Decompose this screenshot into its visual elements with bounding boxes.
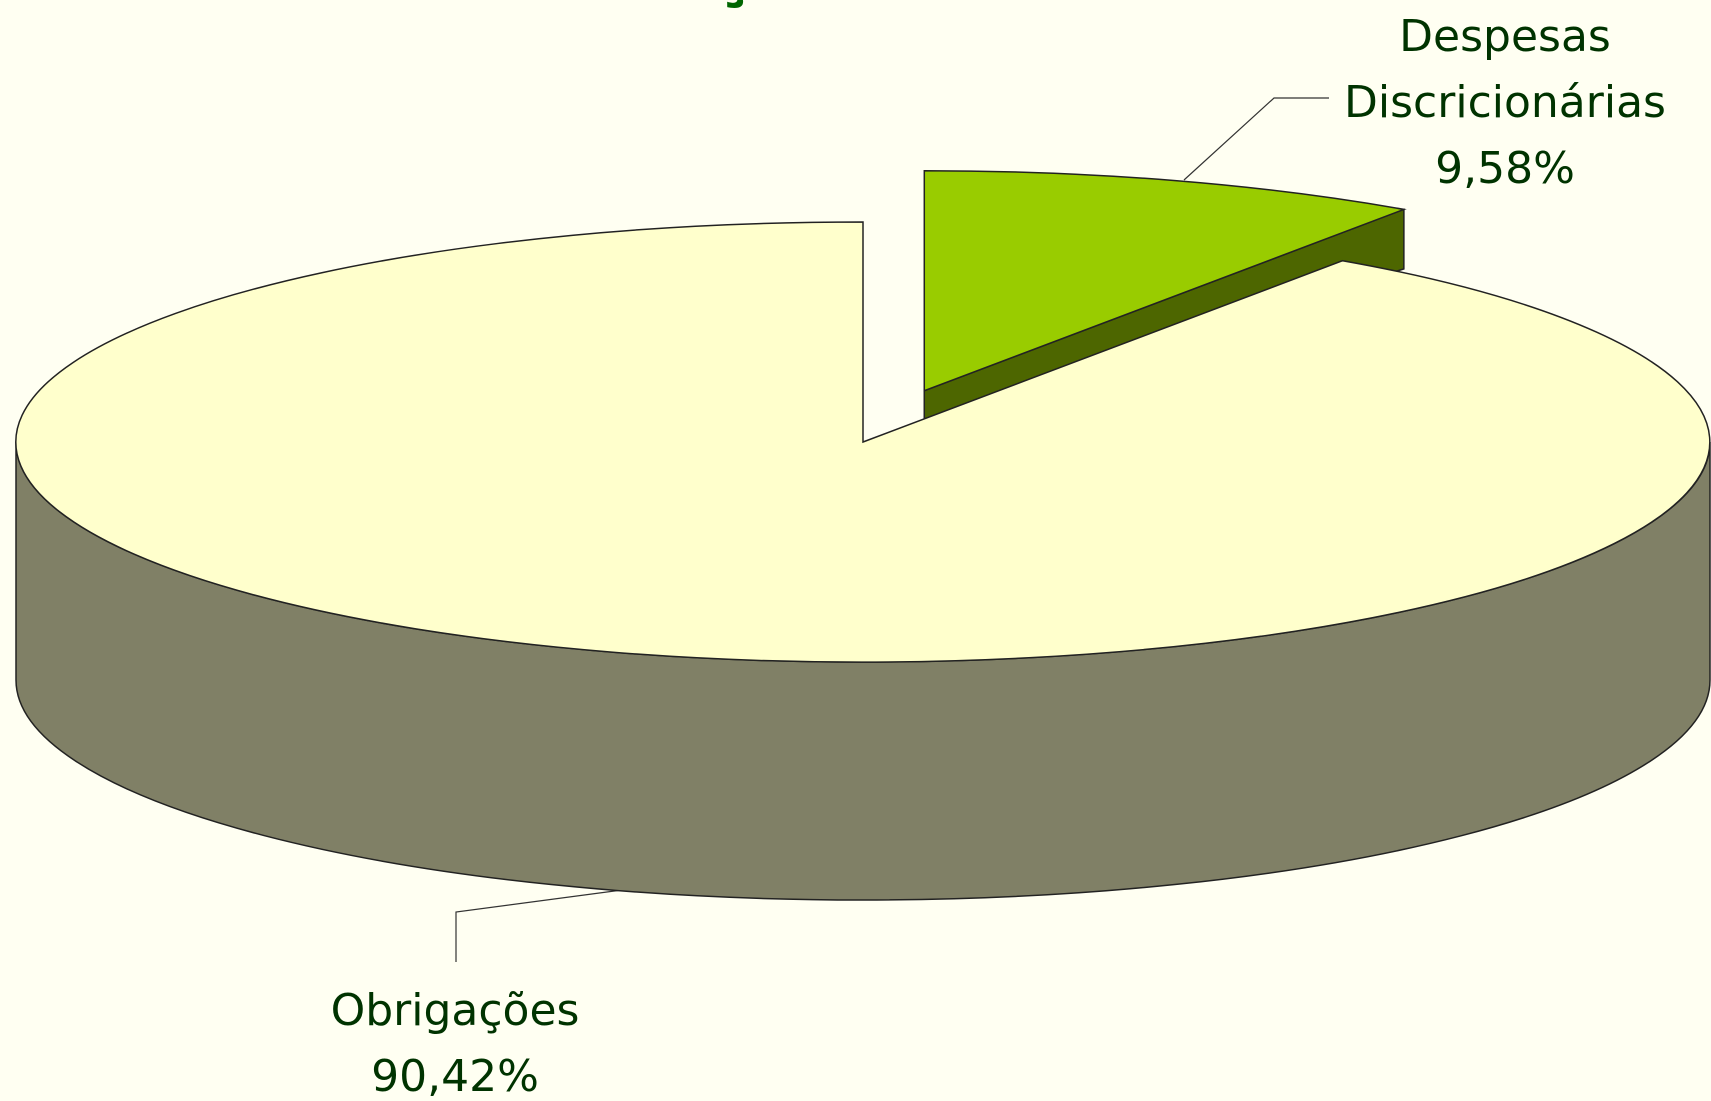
value-label: 9,58% (1435, 143, 1575, 194)
category-label: Obrigações (330, 985, 580, 1036)
pie (15, 169, 1711, 901)
slice (923, 169, 1407, 392)
slice-label: Despesas Discricionárias 9,58% (1320, 4, 1690, 202)
value-label: 90,42% (371, 1051, 539, 1101)
chart-title: Visão Geral Orçamento 2007 – Gráfico (128, 0, 1662, 11)
category-label: Despesas Discricionárias (1344, 11, 1666, 128)
leader-line (1183, 97, 1329, 181)
leader-line (455, 889, 623, 962)
slice (15, 221, 1711, 663)
slice-label: Obrigações 90,42% (255, 978, 655, 1101)
